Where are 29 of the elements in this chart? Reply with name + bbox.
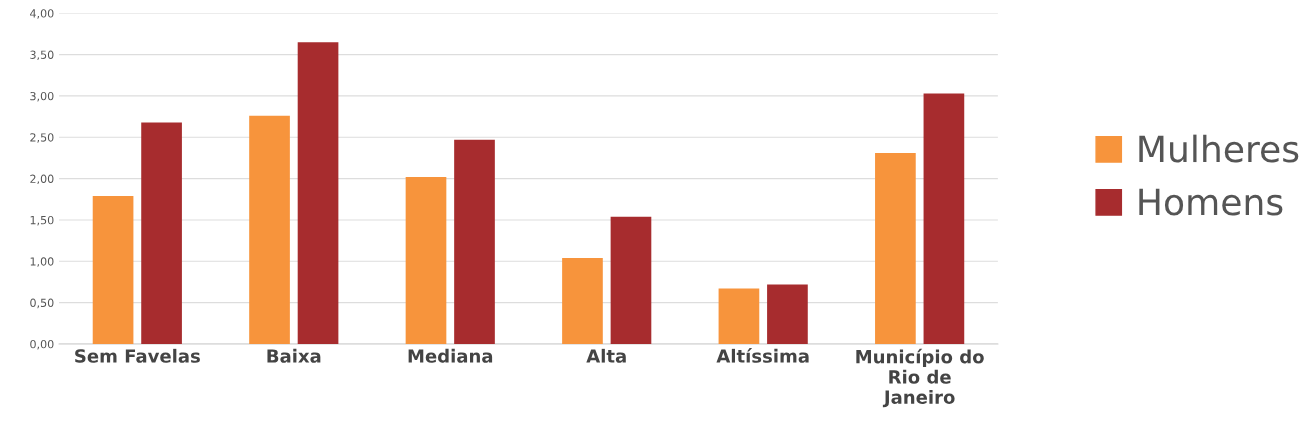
y-tick-label: 3,00 xyxy=(30,91,54,102)
bar xyxy=(718,288,760,344)
bar xyxy=(141,122,182,344)
legend-label: Homens xyxy=(1139,188,1283,216)
bar xyxy=(610,216,652,344)
y-tick-label: 1,00 xyxy=(30,257,54,267)
bar xyxy=(923,93,965,344)
x-tick-label: Alta xyxy=(586,348,626,363)
y-tick-label: 3,50 xyxy=(30,50,54,61)
x-tick-label: Sem Favelas xyxy=(75,348,200,363)
y-tick-label: 2,50 xyxy=(30,133,54,143)
bar xyxy=(405,176,447,344)
x-tick-label: Mediana xyxy=(408,348,493,363)
y-tick-label: 0,50 xyxy=(30,298,54,309)
x-tick-label: Baixa xyxy=(267,348,321,363)
legend-label: Mulheres xyxy=(1139,134,1299,163)
bar xyxy=(297,42,339,344)
y-tick-label: 2,00 xyxy=(30,174,54,185)
y-tick-label: 1,50 xyxy=(30,215,54,226)
bar xyxy=(875,152,916,344)
y-tick-label: 0,00 xyxy=(30,339,54,350)
bar xyxy=(92,195,134,344)
x-tick-label: Altíssima xyxy=(716,348,809,363)
bar xyxy=(249,115,290,344)
x-tick-label: Município do Rio de Janeiro xyxy=(856,348,984,408)
bar xyxy=(454,139,495,344)
y-tick-label: 4,00 xyxy=(30,9,54,19)
bar xyxy=(767,284,808,344)
bar xyxy=(562,257,603,344)
